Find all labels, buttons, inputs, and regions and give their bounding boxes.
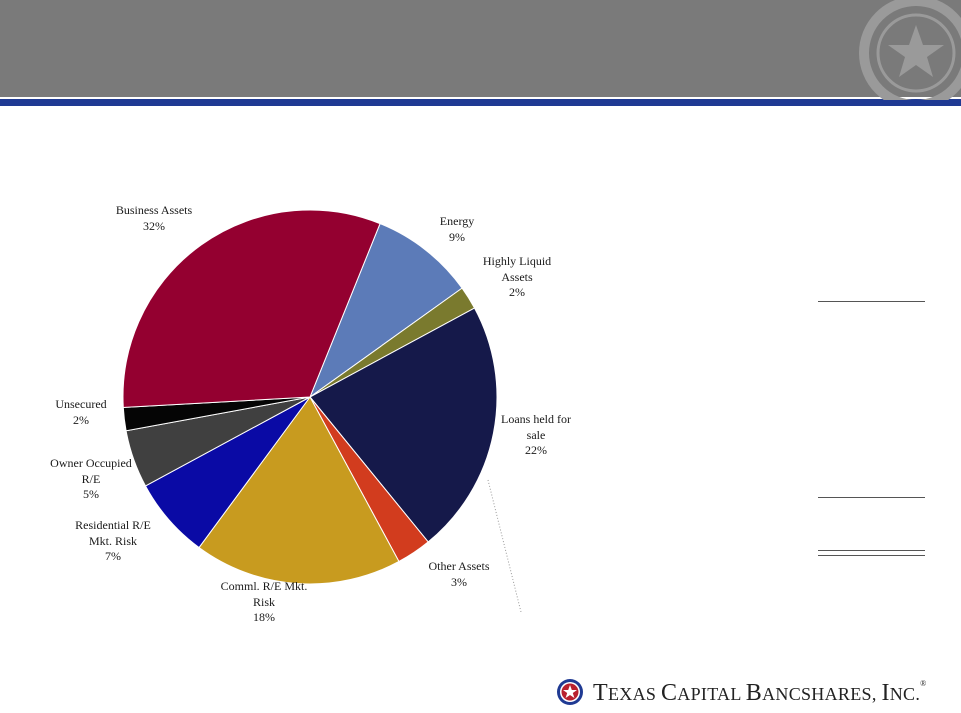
pie-slice-loans-held-for-sale	[309, 307, 498, 543]
label-other-assets: Other Assets 3%	[428, 559, 490, 589]
label-unsecured: Unsecured 2%	[55, 397, 107, 427]
label-energy: Energy 9%	[439, 214, 475, 244]
table-rule-subtotal	[818, 497, 925, 498]
label-loans-held-for-sale: Loans held for sale 22%	[501, 412, 571, 457]
table-rule-top	[818, 301, 925, 302]
header-accent-rule	[0, 99, 961, 106]
label-residential-re-mkt-risk: Residential R/E Mkt. Risk 7%	[75, 518, 151, 563]
pie-slice-energy	[308, 222, 463, 399]
table-rule-total-2	[818, 555, 925, 556]
label-owner-occupied-re: Owner Occupied R/E 5%	[50, 456, 132, 501]
label-highly-liquid-assets: Highly Liquid Assets 2%	[482, 254, 552, 299]
pie-slice-business-assets	[122, 209, 381, 408]
table-rule-total-1	[818, 550, 925, 551]
star-seal-icon	[557, 679, 583, 705]
label-comml-re-mkt-risk: Comml. R/E Mkt. Risk 18%	[220, 579, 308, 624]
company-logo: TEXAS CAPITAL BANCSHARES, INC.®	[556, 676, 926, 710]
star-seal-icon	[859, 0, 961, 100]
header-band	[0, 0, 961, 97]
header-divider	[0, 97, 961, 99]
leader-line	[487, 479, 522, 613]
label-business-assets: Business Assets 32%	[115, 203, 193, 233]
company-name: TEXAS CAPITAL BANCSHARES, INC.®	[593, 679, 927, 706]
pie-slice-comml-r-e-mkt-risk	[198, 396, 400, 585]
